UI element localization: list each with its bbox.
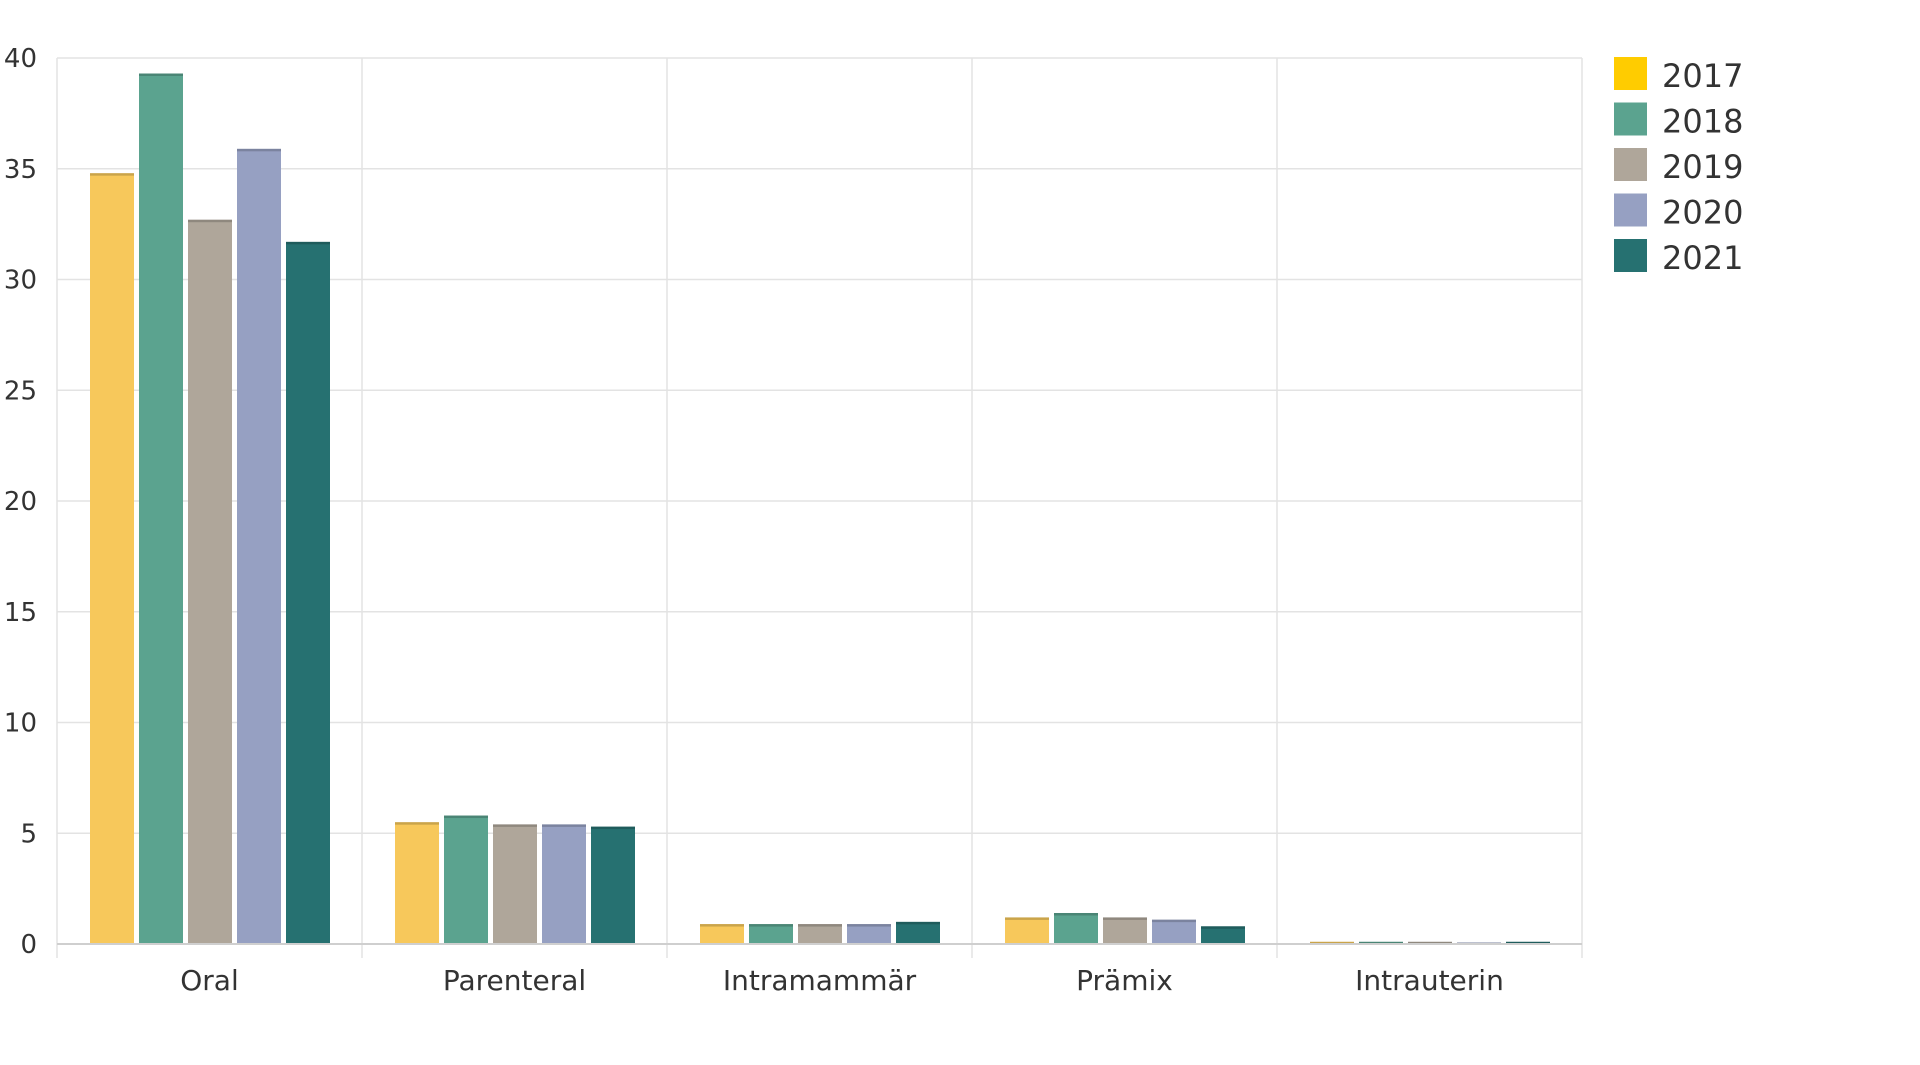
bar-top-edge	[139, 73, 183, 77]
y-tick-label: 15	[4, 598, 37, 628]
y-tick-label: 40	[4, 44, 37, 74]
bar-top-edge	[1054, 912, 1098, 916]
bar-top-edge	[749, 924, 793, 927]
legend-label-2019: 2019	[1662, 148, 1743, 186]
y-tick-label: 30	[4, 266, 37, 296]
bar-top-edge	[395, 822, 439, 825]
bar-top-edge	[847, 924, 891, 927]
bar-top-edge	[591, 826, 635, 830]
bar-2017-oral	[90, 173, 134, 944]
x-category-label: Prämix	[1076, 964, 1173, 997]
bar-2017-parenteral	[395, 822, 439, 944]
bar-2018-parenteral	[444, 815, 488, 944]
y-tick-label: 10	[4, 709, 37, 739]
y-tick-label: 35	[4, 155, 37, 185]
bar-2021-parenteral	[591, 826, 635, 944]
bar-top-edge	[286, 241, 330, 245]
bar-top-edge	[542, 824, 586, 827]
bar-top-edge	[1152, 919, 1196, 923]
bar-top-edge	[188, 219, 232, 223]
legend: 2017 2018 2019 2020 2021	[1614, 57, 1743, 277]
legend-label-2021: 2021	[1662, 239, 1743, 277]
x-axis: Oral Parenteral Intramammär Prämix Intrauter…	[57, 943, 1582, 997]
legend-swatch-2019	[1614, 148, 1647, 181]
bar-2019-intramammär	[798, 924, 842, 944]
bar-2017-intramammär	[700, 924, 744, 944]
y-tick-label: 25	[4, 376, 37, 406]
bar-2021-intrauterin	[1506, 941, 1550, 944]
bar-top-edge	[237, 148, 281, 152]
bar-2020-oral	[237, 148, 281, 944]
bar-top-edge	[798, 924, 842, 927]
bar-2018-prämix	[1054, 912, 1098, 944]
legend-label-2017: 2017	[1662, 57, 1743, 95]
legend-label-2020: 2020	[1662, 194, 1743, 232]
legend-swatch-2021	[1614, 239, 1647, 272]
bar-2019-prämix	[1103, 917, 1147, 944]
x-category-label: Parenteral	[443, 964, 586, 997]
bar-top-edge	[1201, 926, 1245, 929]
bar-2018-intramammär	[749, 924, 793, 944]
x-category-label: Intrauterin	[1355, 964, 1504, 997]
bar-2018-intrauterin	[1359, 941, 1403, 944]
bar-top-edge	[1103, 917, 1147, 920]
bar-2021-prämix	[1201, 926, 1245, 944]
bar-2021-intramammär	[896, 921, 940, 944]
gridlines	[56, 57, 1583, 958]
bar-top-edge	[493, 824, 537, 827]
bar-top-edge	[896, 921, 940, 925]
bar-2020-prämix	[1152, 919, 1196, 944]
bar-2019-intrauterin	[1408, 941, 1452, 944]
bar-top-edge	[444, 815, 488, 819]
y-axis: 0 5 10 15 20 25 30 35 40	[4, 44, 37, 960]
bar-2019-parenteral	[493, 824, 537, 944]
bar-top-edge	[700, 924, 744, 927]
bar-top-edge	[90, 173, 134, 176]
bar-2021-oral	[286, 241, 330, 945]
bar-2017-intrauterin	[1310, 941, 1354, 944]
bars	[90, 73, 1550, 945]
bar-2020-parenteral	[542, 824, 586, 944]
y-tick-label: 0	[20, 930, 37, 960]
x-category-label: Oral	[180, 964, 239, 997]
bar-2019-oral	[188, 219, 232, 944]
bar-2017-prämix	[1005, 917, 1049, 944]
y-tick-label: 20	[4, 487, 37, 517]
bar-2020-intramammär	[847, 924, 891, 944]
bar-top-edge	[1005, 917, 1049, 920]
y-tick-label: 5	[20, 819, 37, 849]
legend-swatch-2017	[1614, 57, 1647, 90]
legend-label-2018: 2018	[1662, 103, 1743, 141]
legend-swatch-2018	[1614, 102, 1647, 136]
legend-swatch-2020	[1614, 193, 1647, 227]
bar-2018-oral	[139, 73, 183, 944]
x-category-label: Intramammär	[723, 964, 917, 997]
